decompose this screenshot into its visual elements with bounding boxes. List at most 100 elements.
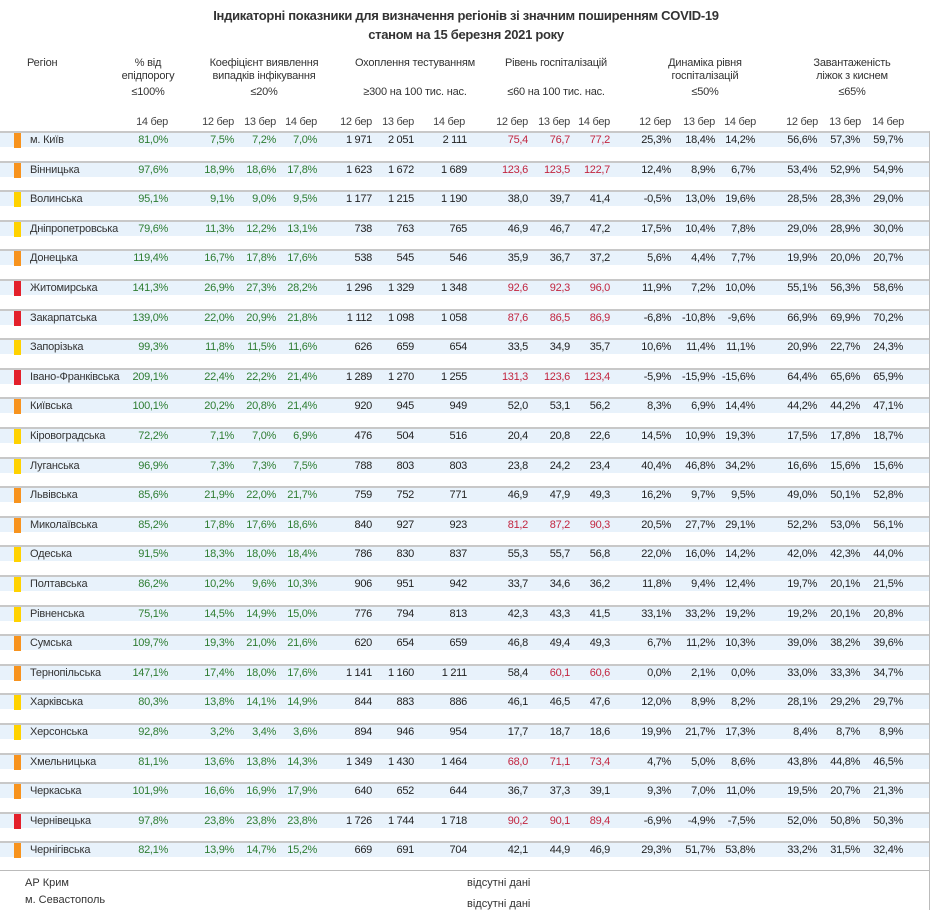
hosp-cell: 24,2 bbox=[549, 459, 571, 472]
risk-level-indicator bbox=[14, 547, 21, 563]
hosp-cell: 47,6 bbox=[589, 696, 611, 709]
region-name: Черкаська bbox=[30, 785, 82, 798]
dynamics-cell: 0,0% bbox=[731, 666, 755, 679]
testing-cell: 788 bbox=[354, 459, 373, 472]
beds-cell: 17,5% bbox=[787, 430, 817, 442]
beds-cell: 8,7% bbox=[836, 726, 860, 738]
dynamics-cell: 21,7% bbox=[685, 726, 715, 738]
table-bottom-border bbox=[0, 870, 930, 871]
hosp-cell: 123,5 bbox=[543, 163, 570, 176]
epi-cell: 95,1% bbox=[138, 193, 168, 206]
dynamics-cell: 46,8% bbox=[685, 459, 715, 472]
risk-level-indicator bbox=[14, 606, 21, 622]
hosp-cell: 56,8 bbox=[589, 548, 611, 561]
detect-cell: 9,1% bbox=[210, 193, 234, 206]
dynamics-cell: 6,9% bbox=[691, 400, 715, 413]
beds-cell: 20,7% bbox=[873, 252, 903, 265]
risk-level-indicator bbox=[14, 399, 21, 415]
detect-cell: 21,8% bbox=[287, 311, 317, 324]
table-row: Харківська 80,3% 13,8% 14,1% 14,9% 844 883 886 4… bbox=[0, 693, 930, 723]
testing-cell: 813 bbox=[449, 607, 468, 620]
epi-cell: 209,1% bbox=[132, 370, 168, 383]
hosp-cell: 58,4 bbox=[507, 666, 529, 679]
table-row: Донецька 119,4% 16,7% 17,8% 17,6% 538 545 546 35… bbox=[0, 249, 930, 279]
testing-cell: 786 bbox=[354, 548, 373, 561]
hosp-cell: 92,3 bbox=[549, 282, 571, 294]
dynamics-cell: 14,5% bbox=[641, 430, 671, 442]
dynamics-cell: 10,3% bbox=[725, 637, 755, 650]
beds-cell: 15,6% bbox=[873, 459, 903, 472]
row-band bbox=[0, 606, 930, 621]
dynamics-cell: 9,3% bbox=[647, 785, 671, 798]
detect-cell: 18,6% bbox=[246, 163, 276, 176]
detect-cell: 16,7% bbox=[204, 252, 234, 265]
hosp-cell: 23,8 bbox=[507, 459, 529, 472]
beds-cell: 46,5% bbox=[873, 755, 903, 768]
detect-cell: 21,7% bbox=[287, 489, 317, 502]
risk-level-indicator bbox=[14, 340, 21, 356]
detect-cell: 18,4% bbox=[287, 548, 317, 561]
missing-region: АР Крим bbox=[25, 877, 69, 889]
table-row: Львівська 85,6% 21,9% 22,0% 21,7% 759 752 771 46… bbox=[0, 486, 930, 516]
detect-cell: 12,2% bbox=[246, 222, 276, 235]
beds-cell: 44,0% bbox=[873, 548, 903, 561]
testing-cell: 949 bbox=[449, 400, 468, 413]
dynamics-cell: 11,8% bbox=[642, 578, 671, 590]
row-band bbox=[0, 577, 930, 591]
region-name: Івано-Франківська bbox=[30, 370, 120, 383]
beds-cell: 47,1% bbox=[873, 400, 903, 413]
hosp-cell: 22,6 bbox=[589, 430, 611, 442]
header-beds-threshold: ≤65% bbox=[838, 86, 866, 98]
epi-cell: 75,1% bbox=[138, 607, 168, 620]
table-row: Волинська 95,1% 9,1% 9,0% 9,5% 1 177 1 215 1 19… bbox=[0, 190, 930, 220]
testing-cell: 803 bbox=[396, 459, 415, 472]
dynamics-cell: -0,5% bbox=[643, 193, 672, 206]
missing-note: відсутні дані bbox=[467, 877, 531, 889]
hosp-cell: 37,3 bbox=[549, 785, 571, 798]
epi-cell: 96,9% bbox=[138, 459, 168, 472]
region-name: Волинська bbox=[30, 193, 83, 206]
hosp-cell: 36,7 bbox=[549, 252, 571, 265]
beds-cell: 28,5% bbox=[787, 193, 817, 206]
testing-cell: 1 112 bbox=[346, 311, 373, 324]
testing-cell: 883 bbox=[396, 696, 415, 709]
testing-cell: 946 bbox=[396, 726, 415, 738]
hosp-cell: 46,7 bbox=[549, 222, 571, 235]
testing-cell: 1 726 bbox=[345, 814, 372, 827]
hosp-cell: 34,6 bbox=[549, 578, 571, 590]
hosp-cell: 46,9 bbox=[507, 489, 529, 502]
testing-cell: 640 bbox=[354, 785, 373, 798]
testing-cell: 840 bbox=[354, 518, 373, 531]
epi-cell: 101,9% bbox=[132, 785, 168, 798]
risk-level-indicator bbox=[14, 429, 21, 444]
detect-cell: 26,9% bbox=[204, 282, 234, 294]
detect-cell: 7,3% bbox=[210, 459, 234, 472]
testing-cell: 894 bbox=[354, 726, 373, 738]
dynamics-cell: 8,9% bbox=[691, 696, 715, 709]
header-testing-line1: Охоплення тестуванням bbox=[354, 57, 476, 69]
dynamics-cell: 10,6% bbox=[641, 341, 671, 354]
beds-cell: 38,2% bbox=[830, 637, 860, 650]
detect-cell: 11,3% bbox=[205, 222, 234, 235]
detect-cell: 18,0% bbox=[246, 666, 276, 679]
hosp-cell: 33,7 bbox=[507, 578, 529, 590]
risk-level-indicator bbox=[14, 221, 21, 237]
beds-cell: 21,3% bbox=[873, 785, 903, 798]
testing-cell: 927 bbox=[396, 518, 415, 531]
dynamics-cell: 27,7% bbox=[685, 518, 715, 531]
testing-cell: 1 098 bbox=[387, 311, 414, 324]
hosp-cell: 123,4 bbox=[583, 370, 610, 383]
hosp-cell: 90,3 bbox=[589, 518, 611, 531]
beds-cell: 29,0% bbox=[787, 222, 817, 235]
detect-cell: 3,4% bbox=[252, 726, 276, 738]
dynamics-cell: 25,3% bbox=[641, 134, 671, 146]
dynamics-cell: 6,7% bbox=[647, 637, 671, 650]
header-dynamics-line1: Динаміка рівня bbox=[668, 57, 742, 69]
testing-cell: 923 bbox=[449, 518, 468, 531]
hosp-cell: 20,4 bbox=[507, 430, 529, 442]
row-band bbox=[0, 547, 930, 562]
hosp-cell: 18,7 bbox=[549, 726, 571, 738]
header-detect-line2: випадків інфікування bbox=[212, 70, 316, 82]
dynamics-cell: 19,2% bbox=[725, 607, 755, 620]
hosp-cell: 87,2 bbox=[549, 518, 571, 531]
